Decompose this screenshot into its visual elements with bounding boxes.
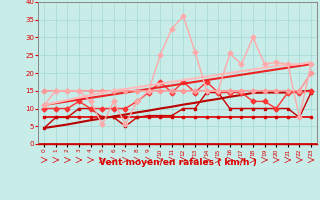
X-axis label: Vent moyen/en rafales ( km/h ): Vent moyen/en rafales ( km/h ) — [99, 158, 256, 167]
